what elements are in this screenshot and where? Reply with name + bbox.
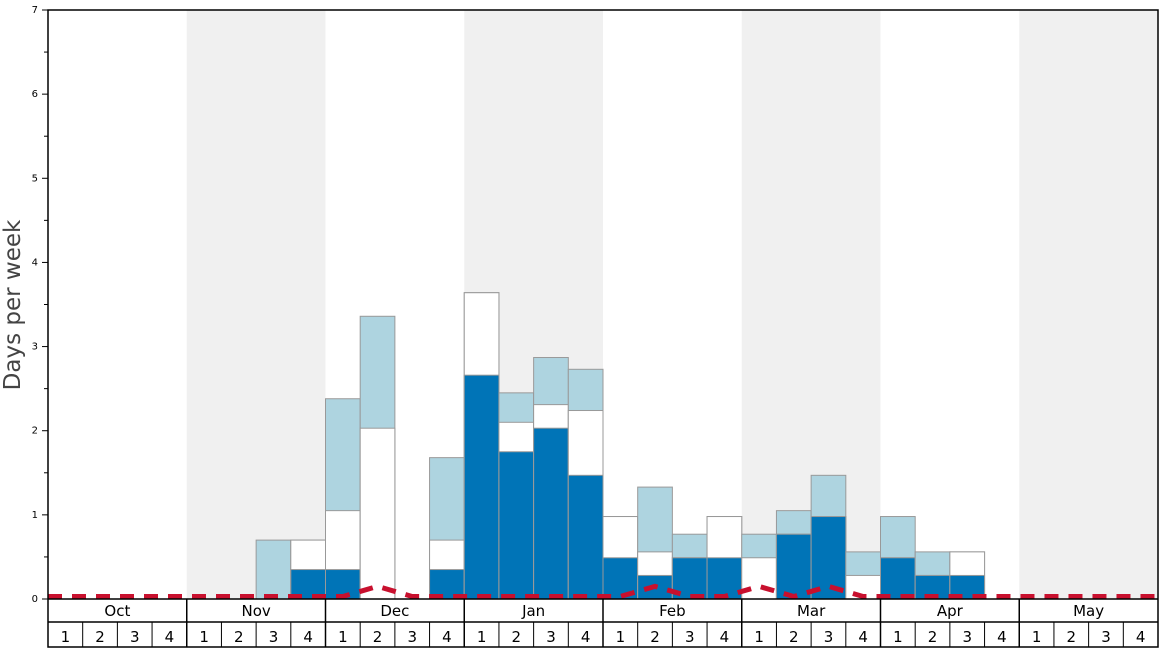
week-label-apr-2: 2	[928, 628, 938, 646]
week-label-nov-2: 2	[234, 628, 244, 646]
week-label-oct-3: 3	[130, 628, 140, 646]
month-label-nov: Nov	[241, 602, 270, 620]
month-band-apr	[880, 10, 1020, 599]
x-axis: Oct Nov Dec Jan Feb Mar Apr May 1 2 3 4 1 2 3 4 1 2 3 4 1 2 3 4…	[48, 598, 1158, 647]
week-label-mar-4: 4	[858, 628, 868, 646]
week-label-feb-2: 2	[650, 628, 660, 646]
week-label-feb-4: 4	[720, 628, 730, 646]
week-label-oct-1: 1	[61, 628, 71, 646]
week-label-apr-4: 4	[997, 628, 1007, 646]
week-label-nov-3: 3	[269, 628, 279, 646]
week-label-may-4: 4	[1136, 628, 1146, 646]
bar-dark-jan-w4	[567, 474, 604, 600]
week-label-may-1: 1	[1032, 628, 1042, 646]
week-label-jan-3: 3	[546, 628, 556, 646]
dashed-line-layer	[48, 583, 1158, 600]
week-label-mar-3: 3	[824, 628, 834, 646]
week-label-jan-2: 2	[512, 628, 522, 646]
week-label-oct-2: 2	[95, 628, 105, 646]
week-label-dec-3: 3	[407, 628, 417, 646]
y-tick-label-3: 3	[32, 342, 38, 353]
month-label-jan: Jan	[521, 602, 545, 620]
y-tick-label-7: 7	[32, 5, 38, 16]
y-axis-label: Days per week	[0, 219, 26, 390]
week-label-mar-2: 2	[789, 628, 799, 646]
y-tick-label-2: 2	[32, 426, 38, 437]
bar-dark-jan-w2	[498, 451, 535, 600]
week-label-dec-4: 4	[442, 628, 452, 646]
y-tick-label-0: 0	[32, 594, 38, 605]
y-tick-label-4: 4	[32, 257, 38, 268]
dashed-line	[48, 583, 1158, 600]
bar-dark-jan-w3	[533, 427, 569, 600]
month-label-dec: Dec	[380, 602, 409, 620]
week-label-oct-4: 4	[165, 628, 175, 646]
bars	[255, 292, 986, 600]
week-label-feb-1: 1	[616, 628, 626, 646]
bar-light-nov-w3	[255, 539, 292, 600]
bar-dark-jan-w1	[463, 374, 500, 600]
week-label-jan-1: 1	[477, 628, 487, 646]
bar-dark-mar-w3	[810, 516, 847, 600]
month-label-oct: Oct	[104, 602, 130, 620]
y-tick-label-5: 5	[32, 173, 38, 184]
week-label-may-3: 3	[1101, 628, 1111, 646]
week-label-mar-1: 1	[754, 628, 764, 646]
week-label-apr-1: 1	[893, 628, 903, 646]
month-label-apr: Apr	[937, 602, 964, 620]
bar-dark-mar-w2	[775, 533, 812, 600]
week-label-apr-3: 3	[962, 628, 972, 646]
month-label-feb: Feb	[659, 602, 686, 620]
month-label-may: May	[1073, 602, 1104, 620]
month-band-nov	[186, 10, 326, 599]
week-label-nov-1: 1	[199, 628, 209, 646]
week-label-jan-4: 4	[581, 628, 591, 646]
y-tick-label-6: 6	[32, 89, 38, 100]
bar-white-mar-w1	[741, 557, 777, 600]
bar-dark-feb-w4	[706, 557, 743, 600]
week-label-may-2: 2	[1067, 628, 1077, 646]
month-band-may	[1019, 10, 1158, 599]
bar-white-dec-w2	[359, 427, 396, 600]
month-band-oct	[48, 10, 187, 599]
month-label-mar: Mar	[797, 602, 826, 620]
plot-frame	[47, 9, 1159, 648]
week-label-dec-1: 1	[338, 628, 348, 646]
y-axis: 0 1 2 3 4 5 6 7	[32, 5, 48, 605]
week-label-nov-4: 4	[303, 628, 313, 646]
bar-dark-apr-w1	[880, 557, 916, 600]
week-label-dec-2: 2	[373, 628, 383, 646]
week-label-feb-3: 3	[685, 628, 695, 646]
y-tick-label-1: 1	[32, 510, 38, 521]
